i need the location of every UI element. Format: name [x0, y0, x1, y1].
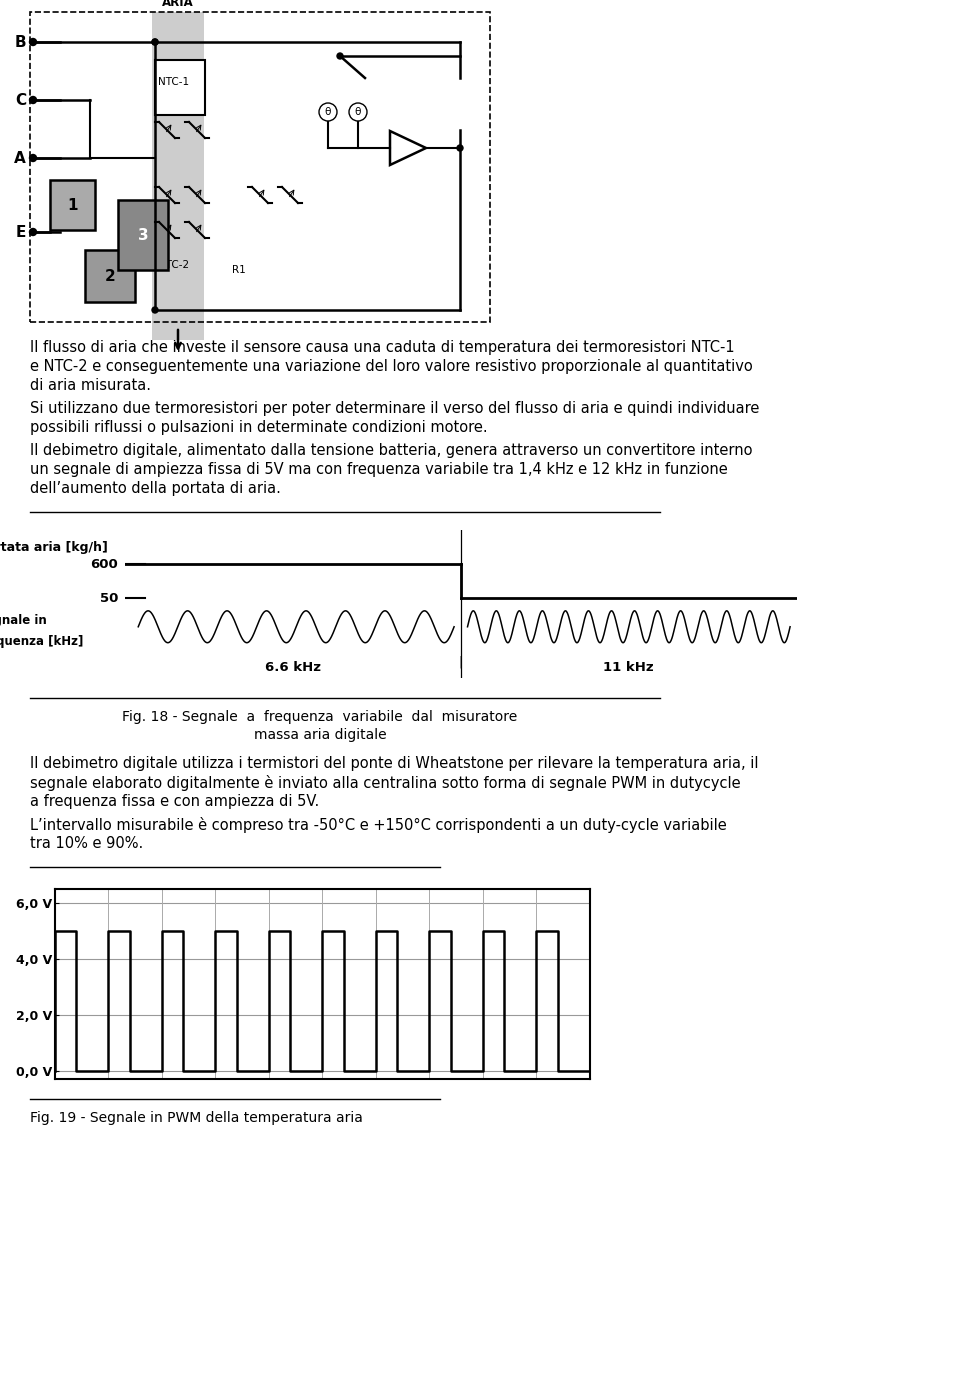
- Text: dell’aumento della portata di aria.: dell’aumento della portata di aria.: [30, 481, 281, 496]
- Text: |: |: [459, 655, 463, 669]
- Text: 11 kHz: 11 kHz: [604, 661, 654, 674]
- Text: possibili riflussi o pulsazioni in determinate condizioni motore.: possibili riflussi o pulsazioni in deter…: [30, 420, 488, 435]
- Text: un segnale di ampiezza fissa di 5V ma con frequenza variabile tra 1,4 kHz e 12 k: un segnale di ampiezza fissa di 5V ma co…: [30, 462, 728, 477]
- Circle shape: [30, 228, 36, 235]
- Circle shape: [30, 39, 36, 46]
- Circle shape: [152, 39, 158, 46]
- Circle shape: [152, 307, 158, 312]
- Text: θ: θ: [324, 106, 331, 117]
- Text: NTC-2: NTC-2: [158, 260, 189, 269]
- Bar: [50, 180, 95, 229]
- Circle shape: [152, 39, 158, 46]
- Text: θ: θ: [355, 106, 361, 117]
- Text: massa aria digitale: massa aria digitale: [253, 728, 386, 742]
- Text: e NTC-2 e conseguentemente una variazione del loro valore resistivo proporzional: e NTC-2 e conseguentemente una variazion…: [30, 359, 753, 375]
- Text: 2: 2: [105, 268, 115, 283]
- Circle shape: [457, 145, 463, 151]
- Text: Segnale in: Segnale in: [0, 614, 47, 627]
- Circle shape: [349, 104, 367, 122]
- Text: C: C: [14, 93, 26, 108]
- Text: di aria misurata.: di aria misurata.: [30, 379, 151, 392]
- Text: 1: 1: [67, 198, 78, 213]
- Text: Il debimetro digitale utilizza i termistori del ponte di Wheatstone per rilevare: Il debimetro digitale utilizza i termist…: [30, 756, 758, 771]
- Text: Il debimetro digitale, alimentato dalla tensione batteria, genera attraverso un : Il debimetro digitale, alimentato dalla …: [30, 444, 753, 457]
- Circle shape: [337, 53, 343, 59]
- Text: tra 10% e 90%.: tra 10% e 90%.: [30, 836, 143, 851]
- Bar: [155, 59, 205, 115]
- Text: a frequenza fissa e con ampiezza di 5V.: a frequenza fissa e con ampiezza di 5V.: [30, 795, 320, 808]
- Bar: [85, 250, 135, 303]
- Text: Fig. 18 - Segnale  a  frequenza  variabile  dal  misuratore: Fig. 18 - Segnale a frequenza variabile …: [122, 710, 517, 724]
- Text: Fig. 19 - Segnale in PWM della temperatura aria: Fig. 19 - Segnale in PWM della temperatu…: [30, 1111, 363, 1125]
- Text: E: E: [15, 224, 26, 239]
- Text: Il flusso di aria che investe il sensore causa una caduta di temperatura dei ter: Il flusso di aria che investe il sensore…: [30, 340, 734, 355]
- Text: NTC-1: NTC-1: [158, 77, 189, 87]
- Text: frequenza [kHz]: frequenza [kHz]: [0, 634, 84, 648]
- Bar: [118, 200, 168, 269]
- Circle shape: [30, 97, 36, 104]
- Text: A: A: [14, 151, 26, 166]
- Text: R1: R1: [232, 265, 246, 275]
- Text: L’intervallo misurabile è compreso tra -50°C e +150°C corrispondenti a un duty-c: L’intervallo misurabile è compreso tra -…: [30, 817, 727, 833]
- Circle shape: [30, 155, 36, 162]
- Text: 600: 600: [90, 558, 118, 571]
- Text: 3: 3: [137, 228, 148, 242]
- Text: 50: 50: [100, 591, 118, 605]
- Circle shape: [319, 104, 337, 122]
- Text: ARIA: ARIA: [162, 0, 194, 10]
- Text: 6.6 kHz: 6.6 kHz: [265, 661, 321, 674]
- Bar: [152, 12, 204, 340]
- Text: segnale elaborato digitalmente è inviato alla centralina sotto forma di segnale : segnale elaborato digitalmente è inviato…: [30, 775, 740, 791]
- Text: Portata aria [kg/h]: Portata aria [kg/h]: [0, 540, 108, 554]
- Text: B: B: [14, 35, 26, 50]
- Text: Si utilizzano due termoresistori per poter determinare il verso del flusso di ar: Si utilizzano due termoresistori per pot…: [30, 401, 759, 416]
